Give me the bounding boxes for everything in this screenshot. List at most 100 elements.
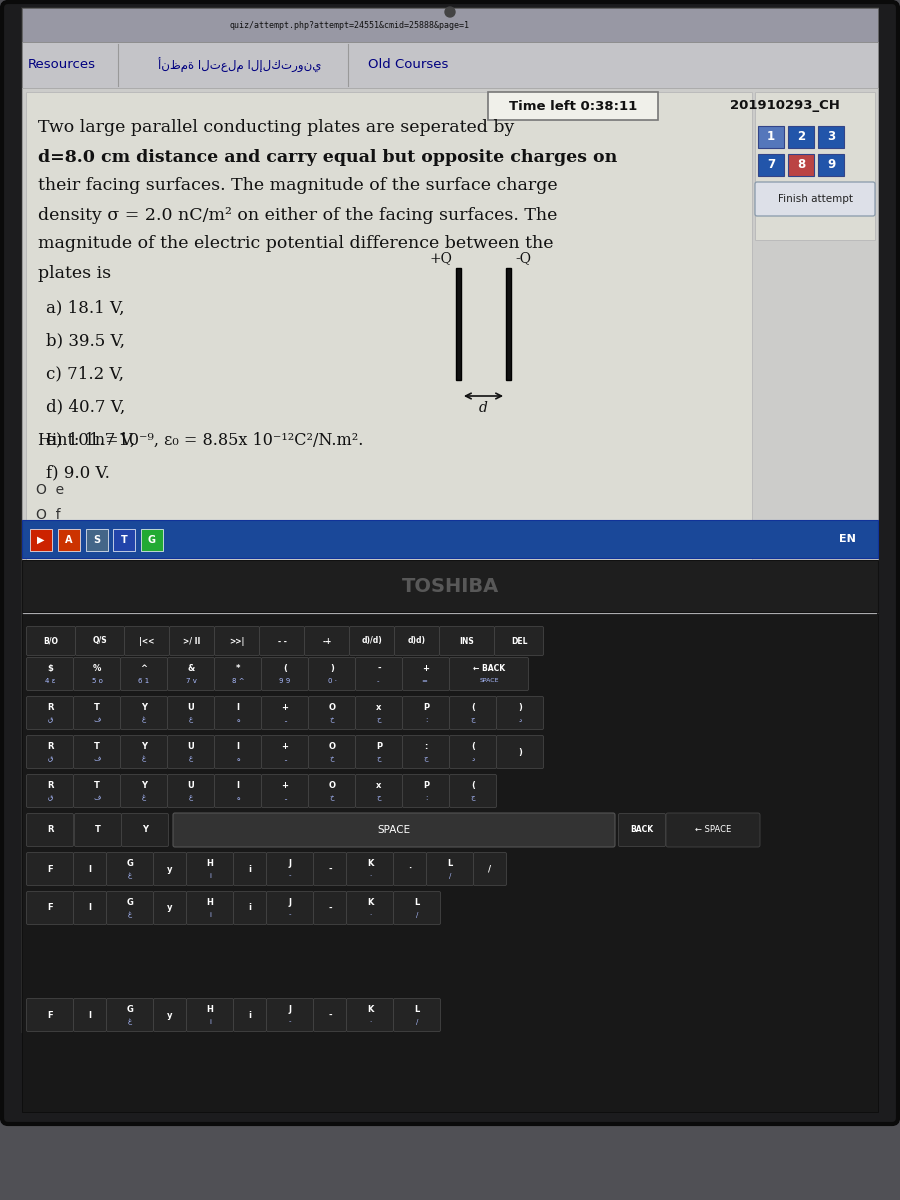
Text: ج: ج — [471, 794, 475, 800]
Text: ق: ق — [48, 794, 53, 800]
Text: H: H — [207, 1006, 213, 1014]
FancyBboxPatch shape — [122, 814, 168, 846]
Text: *: * — [236, 664, 240, 673]
Text: quiz/attempt.php?attempt=24551&cmid=25888&page=1: quiz/attempt.php?attempt=24551&cmid=2588… — [230, 20, 470, 30]
FancyBboxPatch shape — [167, 658, 214, 690]
FancyBboxPatch shape — [233, 852, 266, 886]
Text: Two large parallel conducting plates are seperated by: Two large parallel conducting plates are… — [38, 120, 515, 137]
Text: ـ: ـ — [284, 716, 286, 722]
FancyBboxPatch shape — [173, 814, 615, 847]
FancyBboxPatch shape — [402, 774, 449, 808]
Text: غ: غ — [142, 716, 146, 722]
FancyBboxPatch shape — [449, 774, 497, 808]
FancyBboxPatch shape — [449, 696, 497, 730]
Text: >/ II: >/ II — [184, 636, 201, 646]
FancyBboxPatch shape — [449, 736, 497, 768]
Text: ← BACK: ← BACK — [472, 664, 505, 673]
FancyBboxPatch shape — [233, 892, 266, 924]
FancyBboxPatch shape — [427, 852, 473, 886]
Text: 7 v: 7 v — [185, 678, 196, 684]
Text: H: H — [207, 898, 213, 907]
FancyBboxPatch shape — [402, 658, 449, 690]
Text: غ: غ — [142, 794, 146, 800]
Text: e) 101.7 V,: e) 101.7 V, — [46, 432, 135, 449]
Text: (: ( — [284, 664, 287, 673]
Text: Finish attempt: Finish attempt — [778, 194, 852, 204]
Text: i: i — [248, 864, 251, 874]
Text: i: i — [248, 904, 251, 912]
Text: ^: ^ — [140, 664, 148, 673]
Text: J: J — [289, 898, 292, 907]
Bar — [26, 92, 752, 578]
Bar — [86, 529, 108, 551]
Text: TOSHIBA: TOSHIBA — [401, 576, 499, 595]
Text: R: R — [47, 781, 53, 790]
Text: i: i — [248, 1010, 251, 1020]
Text: i: i — [209, 872, 211, 878]
Text: (: ( — [471, 703, 475, 712]
Text: خ: خ — [329, 716, 334, 722]
Text: -Q: -Q — [515, 251, 531, 265]
Text: ح: ح — [377, 794, 382, 800]
Text: +: + — [282, 703, 289, 712]
Text: DEL: DEL — [511, 636, 527, 646]
FancyBboxPatch shape — [106, 852, 154, 886]
FancyBboxPatch shape — [313, 892, 346, 924]
Text: T: T — [94, 742, 100, 751]
Text: -: - — [289, 872, 292, 878]
Text: >>|: >>| — [230, 636, 245, 646]
Bar — [58, 529, 80, 551]
Text: H: H — [207, 859, 213, 868]
Text: T: T — [95, 826, 101, 834]
Text: I: I — [88, 1010, 92, 1020]
Text: K: K — [367, 898, 374, 907]
FancyBboxPatch shape — [473, 852, 507, 886]
FancyBboxPatch shape — [186, 998, 233, 1032]
Text: y: y — [167, 904, 173, 912]
Text: T: T — [94, 781, 100, 790]
Text: y: y — [167, 864, 173, 874]
Text: I: I — [88, 904, 92, 912]
FancyBboxPatch shape — [393, 998, 440, 1032]
Text: INS: INS — [460, 636, 474, 646]
FancyBboxPatch shape — [214, 658, 262, 690]
Text: /: / — [449, 872, 451, 878]
Bar — [30, 529, 52, 551]
Bar — [456, 268, 461, 380]
FancyBboxPatch shape — [26, 892, 74, 924]
Text: ▶: ▶ — [37, 535, 45, 545]
Text: 0 ·: 0 · — [328, 678, 337, 684]
Text: ه: ه — [236, 794, 240, 800]
Text: ق: ق — [48, 756, 53, 762]
Text: $: $ — [47, 664, 53, 673]
Text: ع: ع — [189, 756, 194, 762]
Text: T: T — [94, 703, 100, 712]
FancyBboxPatch shape — [494, 626, 544, 655]
Bar — [788, 154, 814, 176]
Text: خ: خ — [329, 756, 334, 762]
Text: /: / — [489, 864, 491, 874]
FancyBboxPatch shape — [154, 892, 186, 924]
FancyBboxPatch shape — [74, 998, 106, 1032]
Text: O: O — [328, 781, 336, 790]
FancyBboxPatch shape — [74, 892, 106, 924]
Text: Y: Y — [141, 742, 147, 751]
Text: i: i — [209, 1019, 211, 1025]
FancyBboxPatch shape — [262, 736, 309, 768]
FancyBboxPatch shape — [167, 736, 214, 768]
Bar — [788, 126, 814, 148]
Text: F: F — [47, 904, 53, 912]
Text: b) 39.5 V,: b) 39.5 V, — [46, 332, 125, 349]
FancyBboxPatch shape — [26, 696, 74, 730]
FancyBboxPatch shape — [121, 774, 167, 808]
FancyBboxPatch shape — [214, 626, 259, 655]
Bar — [22, 520, 878, 558]
Text: U: U — [187, 781, 194, 790]
Text: -: - — [289, 1019, 292, 1025]
FancyBboxPatch shape — [233, 998, 266, 1032]
Text: ·: · — [409, 864, 411, 874]
FancyBboxPatch shape — [74, 696, 121, 730]
FancyBboxPatch shape — [309, 736, 356, 768]
FancyBboxPatch shape — [497, 736, 544, 768]
Text: غ: غ — [128, 872, 132, 878]
